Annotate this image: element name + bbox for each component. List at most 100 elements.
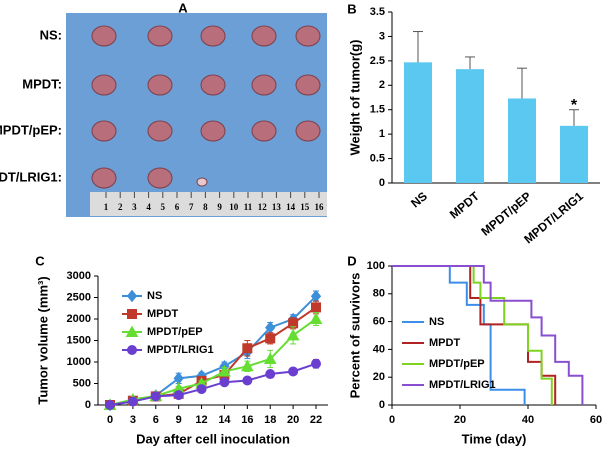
marker <box>263 352 277 364</box>
y-axis-label: Percent of survivors <box>347 273 362 399</box>
panel-label: C <box>35 253 45 268</box>
x-tick-label: 16 <box>241 414 253 426</box>
y-tick-label: 2500 <box>67 291 91 303</box>
marker <box>265 369 276 380</box>
tumor <box>200 74 226 96</box>
marker <box>105 400 115 410</box>
y-tick-label: 0 <box>85 399 91 411</box>
panel-label: B <box>347 1 356 16</box>
tumor <box>196 177 208 187</box>
series-line <box>109 318 317 406</box>
x-tick-label: NS <box>408 189 430 210</box>
marker <box>311 358 321 369</box>
ruler-number: 2 <box>118 202 123 212</box>
ruler-number: 16 <box>315 202 325 212</box>
row-label: MPDT/LRIG1: <box>0 169 62 184</box>
y-tick-label: 2 <box>379 79 385 91</box>
y-tick-label: 2000 <box>67 313 91 325</box>
x-tick-label: 18 <box>264 414 276 426</box>
legend-label: MPDT/LRIG1 <box>147 344 214 356</box>
y-tick-label: 60 <box>373 316 385 328</box>
ruler-number: 10 <box>229 202 239 212</box>
ruler-number: 15 <box>300 202 310 212</box>
legend-label: MPDT/pEP <box>147 326 203 338</box>
legend-label: MPDT/LRIG1 <box>429 379 496 391</box>
marker <box>288 366 299 377</box>
ruler-number: 13 <box>272 202 282 212</box>
tumor <box>295 120 321 142</box>
marker <box>240 359 254 372</box>
ruler-number: 7 <box>189 202 194 212</box>
x-tick-label: 40 <box>522 414 534 426</box>
tumor <box>147 74 173 96</box>
tumor <box>200 120 226 142</box>
x-tick-label: 20 <box>454 414 466 426</box>
x-tick-label: 3 <box>130 414 136 426</box>
y-tick-label: 1500 <box>67 334 91 346</box>
marker <box>150 391 161 402</box>
x-tick-label: 14 <box>218 414 231 426</box>
x-axis-label: Time (day) <box>462 431 527 446</box>
marker <box>173 390 184 401</box>
x-tick-label: 6 <box>153 414 159 426</box>
legend-label: MPDT <box>429 337 460 349</box>
y-axis-label: Weight of tumor(g) <box>347 39 362 155</box>
tumor <box>200 25 226 47</box>
y-tick-label: 40 <box>373 343 385 355</box>
marker <box>126 289 138 303</box>
tumor <box>147 25 173 47</box>
marker <box>309 312 323 324</box>
ruler-number: 3 <box>132 202 137 212</box>
marker <box>127 396 138 407</box>
ruler-number: 6 <box>175 202 180 212</box>
y-tick-label: 80 <box>373 288 385 300</box>
bar <box>404 62 432 183</box>
y-tick-label: 500 <box>73 377 91 389</box>
x-tick-label: 9 <box>176 414 182 426</box>
ruler-number: 4 <box>146 202 151 212</box>
ruler-number: 11 <box>244 202 253 212</box>
marker <box>242 375 253 386</box>
legend-label: MPDT <box>147 308 178 320</box>
panel-label: D <box>347 253 356 268</box>
x-tick-label: MPDT <box>447 189 483 222</box>
ruler-number: 5 <box>161 202 166 212</box>
row-label: NS: <box>40 27 62 42</box>
legend-label: NS <box>147 290 162 302</box>
y-tick-label: 3 <box>379 30 385 42</box>
annotation: * <box>571 97 578 114</box>
series-line <box>109 362 317 406</box>
tumor <box>91 120 117 142</box>
panel-label: A <box>178 0 188 15</box>
row-label: MPDT/pEP: <box>0 122 62 137</box>
tumor <box>147 167 173 189</box>
marker <box>311 302 321 313</box>
marker <box>196 384 207 395</box>
tumor <box>251 25 277 47</box>
y-tick-label: 0 <box>379 399 385 411</box>
tumor <box>91 74 117 96</box>
bar <box>508 98 536 183</box>
marker <box>127 345 137 355</box>
legend-label: MPDT/pEP <box>429 358 485 370</box>
y-tick-label: 20 <box>373 371 385 383</box>
marker <box>286 328 300 341</box>
y-tick-label: 100 <box>367 260 385 272</box>
tumor <box>91 167 117 189</box>
ruler-number: 8 <box>203 202 208 212</box>
y-tick-label: 0 <box>379 177 385 189</box>
marker <box>242 343 253 354</box>
x-tick-label: 60 <box>590 414 602 426</box>
ruler-number: 12 <box>258 202 268 212</box>
y-tick-label: 1 <box>379 128 385 140</box>
x-tick-label: 0 <box>107 414 113 426</box>
legend-label: NS <box>429 316 444 328</box>
tumor <box>147 120 173 142</box>
tumor <box>295 25 321 47</box>
x-tick-label: 0 <box>389 414 395 426</box>
tumor <box>295 74 321 96</box>
ruler <box>90 192 327 216</box>
y-tick-label: 1000 <box>67 356 91 368</box>
